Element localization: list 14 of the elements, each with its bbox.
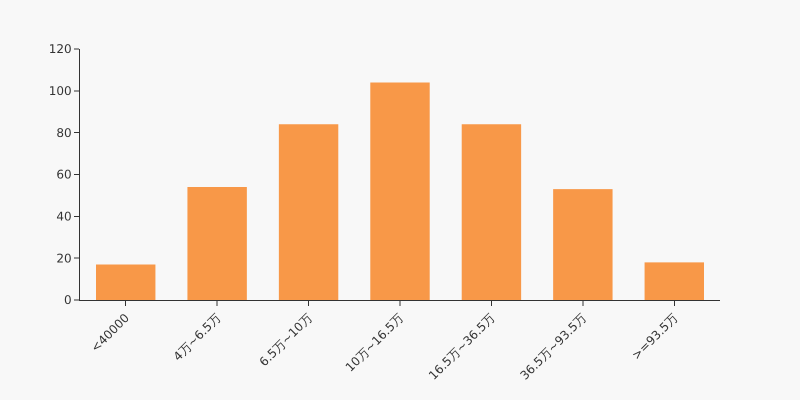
y-tick-label: 100 [48,84,72,98]
bar [462,124,522,300]
y-tick-label: 60 [56,168,72,182]
bar [278,124,338,300]
bar [644,262,704,300]
bar [187,187,247,300]
y-tick-label: 0 [64,293,72,308]
bar [553,189,613,300]
bar [370,82,430,300]
y-tick-label: 20 [56,251,72,266]
bar [96,264,156,300]
y-tick-label: 80 [56,126,72,140]
y-tick-label: 120 [48,42,72,56]
y-tick-label: 40 [56,210,72,224]
